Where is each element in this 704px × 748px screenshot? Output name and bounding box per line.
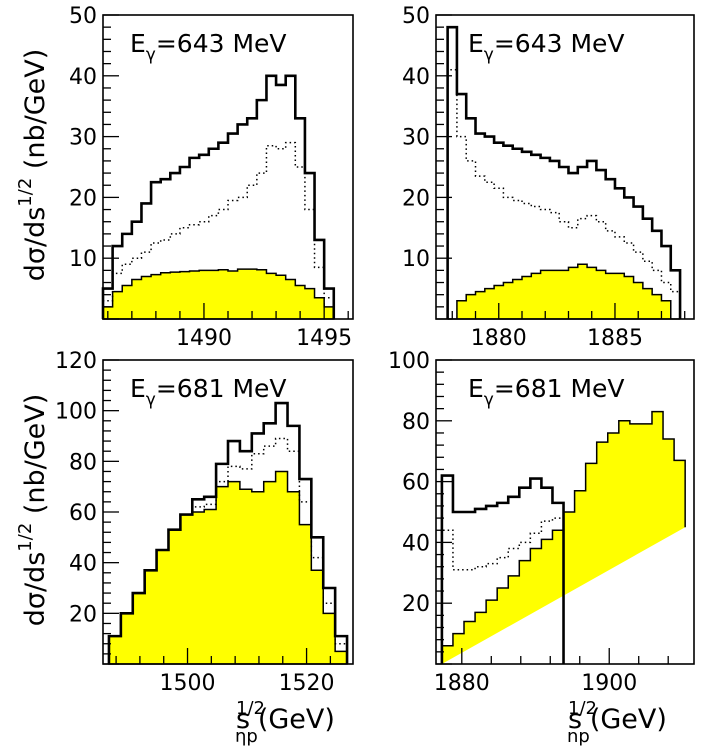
panel-title: Eγ=643 MeV [468, 29, 625, 65]
y-tick-label: 40 [69, 65, 97, 90]
panel-title: Eγ=643 MeV [130, 29, 287, 65]
y-tick-label: 50 [69, 4, 97, 29]
y-tick-label: 20 [69, 602, 97, 627]
panel-frame [435, 14, 695, 320]
y-tick-label: 80 [402, 410, 430, 435]
x-tick-label: 1900 [581, 671, 637, 696]
histogram-solid [107, 401, 349, 664]
histogram-solid [440, 474, 565, 664]
panel-title: Eγ=681 MeV [468, 374, 625, 410]
y-tick-label: 40 [402, 65, 430, 90]
panel-title: Eγ=681 MeV [130, 374, 287, 410]
histogram-solid [101, 74, 336, 319]
panel-3: 20 40 60 80 100 120 1500 1520 Eγ=681 MeV [55, 349, 354, 696]
panel-frame [435, 359, 695, 665]
y-tick-label: 120 [55, 349, 97, 374]
histogram-dotted [102, 141, 335, 319]
y-tick-label: 60 [402, 471, 430, 496]
y-axis-title-top: dσ/ds1/2 (nb/GeV) [15, 49, 51, 282]
y-tick-label: 10 [69, 247, 97, 272]
panel-1: 10 20 30 40 50 1490 1495 Eγ=643 MeV [69, 4, 354, 351]
x-tick-label: 1500 [160, 671, 216, 696]
panel-2: 10 20 30 40 50 1880 1885 Eγ=643 MeV [402, 4, 695, 351]
x-tick-label: 1495 [296, 326, 352, 351]
y-tick-label: 40 [69, 552, 97, 577]
x-tick-label: 1885 [587, 326, 643, 351]
y-axis-title-bottom: dσ/ds1/2 (nb/GeV) [15, 394, 51, 627]
x-tick-label: 1520 [279, 671, 335, 696]
y-tick-label: 30 [69, 126, 97, 151]
y-tick-label: 80 [69, 450, 97, 475]
x-tick-label: 1880 [434, 671, 490, 696]
histogram-filled [102, 268, 335, 320]
y-tick-label: 10 [402, 247, 430, 272]
x-tick-label: 1490 [176, 326, 232, 351]
y-tick-label: 100 [55, 400, 97, 425]
y-tick-label: 40 [402, 531, 430, 556]
y-tick-label: 60 [69, 501, 97, 526]
y-tick-label: 50 [402, 4, 430, 29]
y-tick-label: 100 [388, 349, 430, 374]
y-tick-label: 20 [69, 186, 97, 211]
histogram-filled [447, 263, 681, 320]
x-axis-title-left: s1/2 ηp(GeV) [235, 698, 335, 747]
y-tick-label: 20 [402, 592, 430, 617]
histogram-solid [446, 25, 682, 319]
x-axis-title-right: s1/2 np(GeV) [567, 698, 667, 747]
y-tick-label: 30 [402, 126, 430, 151]
y-tick-label: 20 [402, 186, 430, 211]
histogram-dotted [441, 517, 565, 664]
x-tick-label: 1880 [471, 326, 527, 351]
panel-4: 20 40 60 80 100 1880 1900 Eγ=681 MeV [388, 349, 695, 696]
